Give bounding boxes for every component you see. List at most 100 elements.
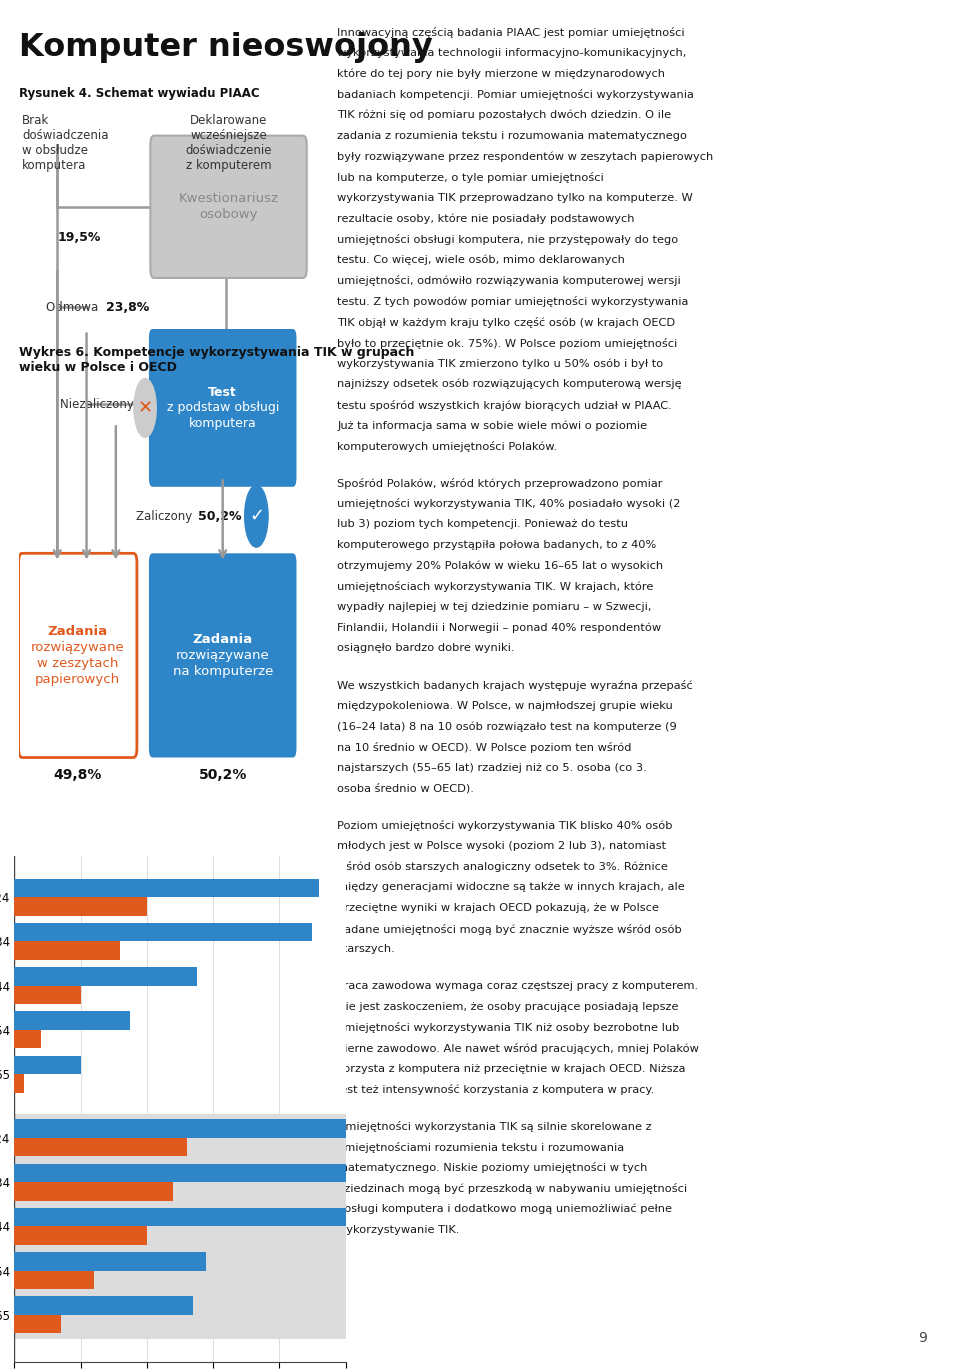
Text: było to przeciętnie ok. 75%). W Polsce poziom umiejętności: było to przeciętnie ok. 75%). W Polsce p… — [337, 338, 678, 349]
Text: z podstaw obsługi: z podstaw obsługi — [166, 401, 279, 415]
Text: zadania z rozumienia tekstu i rozumowania matematycznego: zadania z rozumienia tekstu i rozumowani… — [337, 130, 687, 141]
Bar — [14, 897, 147, 916]
Text: badane umiejętności mogą być znacznie wyższe wśród osób: badane umiejętności mogą być znacznie wy… — [337, 924, 683, 935]
Bar — [14, 1075, 24, 1092]
Text: testu. Co więcej, wiele osób, mimo deklarowanych: testu. Co więcej, wiele osób, mimo dekla… — [337, 255, 625, 266]
Bar — [14, 942, 120, 960]
Text: najniższy odsetek osób rozwiązujących komputerową wersję: najniższy odsetek osób rozwiązujących ko… — [337, 379, 682, 389]
Text: Zadania: Zadania — [193, 632, 252, 646]
Text: TIK różni się od pomiaru pozostałych dwóch dziedzin. O ile: TIK różni się od pomiaru pozostałych dwó… — [337, 110, 671, 120]
Text: badaniach kompetencji. Pomiar umiejętności wykorzystywania: badaniach kompetencji. Pomiar umiejętnoś… — [337, 89, 694, 100]
Text: starszych.: starszych. — [337, 945, 396, 954]
Text: komputera: komputera — [189, 416, 256, 430]
Text: Poziom umiejętności wykorzystywania TIK blisko 40% osób: Poziom umiejętności wykorzystywania TIK … — [337, 820, 673, 831]
Text: Praca zawodowa wymaga coraz częstszej pracy z komputerem.: Praca zawodowa wymaga coraz częstszej pr… — [337, 982, 699, 991]
Text: wykorzystywanie TIK.: wykorzystywanie TIK. — [337, 1224, 460, 1235]
Text: Odmowa: Odmowa — [45, 301, 102, 314]
Text: Finlandii, Holandii i Norwegii – ponad 40% respondentów: Finlandii, Holandii i Norwegii – ponad 4… — [337, 623, 661, 632]
Text: Zaliczony: Zaliczony — [136, 509, 196, 523]
Text: dziedzinach mogą być przeszkodą w nabywaniu umiejętności: dziedzinach mogą być przeszkodą w nabywa… — [337, 1183, 687, 1194]
Bar — [14, 1270, 94, 1290]
Bar — [14, 1120, 346, 1138]
Text: umiejętności wykorzystywania TIK niż osoby bezrobotne lub: umiejętności wykorzystywania TIK niż oso… — [337, 1023, 680, 1034]
Text: wykorzystywania TIK zmierzono tylko u 50% osób i był to: wykorzystywania TIK zmierzono tylko u 50… — [337, 359, 663, 368]
Bar — [14, 1113, 346, 1339]
Text: obsługi komputera i dodatkowo mogą uniemożliwiać pełne: obsługi komputera i dodatkowo mogą uniem… — [337, 1203, 672, 1214]
Text: Test: Test — [208, 386, 237, 400]
Text: między generacjami widoczne są także w innych krajach, ale: między generacjami widoczne są także w i… — [337, 882, 685, 893]
Text: (16–24 lata) 8 na 10 osób rozwiązało test na komputerze (9: (16–24 lata) 8 na 10 osób rozwiązało tes… — [337, 721, 677, 732]
Text: 6,5%: 6,5% — [136, 397, 171, 411]
Text: Nie jest zaskoczeniem, że osoby pracujące posiadają lepsze: Nie jest zaskoczeniem, że osoby pracując… — [337, 1002, 679, 1012]
Text: Umiejętności wykorzystania TIK są silnie skorelowane z: Umiejętności wykorzystania TIK są silnie… — [337, 1121, 652, 1132]
Text: testu. Z tych powodów pomiar umiejętności wykorzystywania: testu. Z tych powodów pomiar umiejętnośc… — [337, 296, 688, 307]
Text: Wykres 6. Kompetencje wykorzystywania TIK w grupach
wieku w Polsce i OECD: Wykres 6. Kompetencje wykorzystywania TI… — [19, 346, 415, 374]
Text: komputerowych umiejętności Polaków.: komputerowych umiejętności Polaków. — [337, 441, 558, 452]
Text: rozwiązywane: rozwiązywane — [176, 649, 270, 661]
Bar — [14, 1314, 60, 1333]
Text: umiejętności wykorzystywania TIK, 40% posiadało wysoki (2: umiejętności wykorzystywania TIK, 40% po… — [337, 498, 681, 509]
Text: 49,8%: 49,8% — [54, 768, 102, 782]
Circle shape — [245, 485, 268, 548]
Text: międzypokoleniowa. W Polsce, w najmłodszej grupie wieku: międzypokoleniowa. W Polsce, w najmłodsz… — [337, 701, 673, 711]
Text: ✕: ✕ — [137, 398, 153, 418]
Text: przeciętne wyniki w krajach OECD pokazują, że w Polsce: przeciętne wyniki w krajach OECD pokazuj… — [337, 902, 660, 913]
FancyBboxPatch shape — [149, 553, 297, 757]
Text: na komputerze: na komputerze — [173, 665, 273, 678]
Text: osoba średnio w OECD).: osoba średnio w OECD). — [337, 783, 474, 794]
Text: wypadły najlepiej w tej dziedzinie pomiaru – w Szwecji,: wypadły najlepiej w tej dziedzinie pomia… — [337, 602, 652, 612]
Text: korzysta z komputera niż przeciętnie w krajach OECD. Niższa: korzysta z komputera niż przeciętnie w k… — [337, 1064, 685, 1073]
Text: 50,2%: 50,2% — [198, 509, 241, 523]
Text: Zadania: Zadania — [48, 624, 108, 638]
Text: były rozwiązywane przez respondentów w zeszytach papierowych: były rozwiązywane przez respondentów w z… — [337, 152, 713, 162]
Bar — [14, 1296, 193, 1314]
FancyBboxPatch shape — [18, 553, 137, 757]
Text: komputerowego przystąpiła połowa badanych, to z 40%: komputerowego przystąpiła połowa badanyc… — [337, 539, 657, 550]
Text: osobowy: osobowy — [200, 208, 258, 222]
Text: umiejętnościami rozumienia tekstu i rozumowania: umiejętnościami rozumienia tekstu i rozu… — [337, 1142, 624, 1153]
Text: jest też intensywność korzystania z komputera w pracy.: jest też intensywność korzystania z komp… — [337, 1084, 655, 1095]
Text: w zeszytach: w zeszytach — [37, 657, 118, 669]
Text: które do tej pory nie były mierzone w międzynarodowych: które do tej pory nie były mierzone w mi… — [337, 68, 665, 79]
Bar — [14, 1012, 131, 1029]
Text: 50,2%: 50,2% — [199, 768, 247, 782]
Text: testu spośród wszystkich krajów biorących udział w PIAAC.: testu spośród wszystkich krajów biorącyc… — [337, 400, 672, 411]
Text: matematycznego. Niskie poziomy umiejętności w tych: matematycznego. Niskie poziomy umiejętno… — [337, 1162, 648, 1173]
Text: 19,5%: 19,5% — [58, 231, 101, 244]
Text: Komputer nieoswojony: Komputer nieoswojony — [19, 33, 433, 63]
Text: TIK objął w każdym kraju tylko część osób (w krajach OECD: TIK objął w każdym kraju tylko część osó… — [337, 316, 676, 327]
Text: umiejętnościach wykorzystywania TIK. W krajach, które: umiejętnościach wykorzystywania TIK. W k… — [337, 580, 654, 593]
Text: wykorzystywania technologii informacyjno-komunikacyjnych,: wykorzystywania technologii informacyjno… — [337, 48, 686, 57]
Bar — [14, 1138, 186, 1157]
Text: We wszystkich badanych krajach występuje wyraźna przepaść: We wszystkich badanych krajach występuje… — [337, 680, 693, 691]
Text: rezultacie osoby, które nie posiadały podstawowych: rezultacie osoby, które nie posiadały po… — [337, 214, 635, 225]
Text: najstarszych (55–65 lat) rzadziej niż co 5. osoba (co 3.: najstarszych (55–65 lat) rzadziej niż co… — [337, 763, 647, 772]
Bar — [14, 1029, 41, 1049]
FancyBboxPatch shape — [149, 329, 297, 487]
Text: Brak
doświadczenia
w obsłudze
komputera: Brak doświadczenia w obsłudze komputera — [22, 114, 108, 172]
Text: osiągnęło bardzo dobre wyniki.: osiągnęło bardzo dobre wyniki. — [337, 643, 515, 653]
Text: Innowacyjną częścią badania PIAAC jest pomiar umiejętności: Innowacyjną częścią badania PIAAC jest p… — [337, 27, 685, 38]
Bar — [14, 1253, 206, 1270]
Text: bierne zawodowo. Ale nawet wśród pracujących, mniej Polaków: bierne zawodowo. Ale nawet wśród pracują… — [337, 1043, 699, 1054]
Text: Niezaliczony: Niezaliczony — [60, 397, 138, 411]
Bar — [14, 1181, 174, 1201]
Bar — [14, 879, 319, 897]
Bar — [14, 923, 313, 942]
Text: 23,8%: 23,8% — [106, 301, 149, 314]
Text: na 10 średnio w OECD). W Polsce poziom ten wśród: na 10 średnio w OECD). W Polsce poziom t… — [337, 742, 632, 753]
Text: Rysunek 4. Schemat wywiadu PIAAC: Rysunek 4. Schemat wywiadu PIAAC — [19, 86, 260, 100]
Bar — [14, 986, 81, 1003]
Text: lub 3) poziom tych kompetencji. Ponieważ do testu: lub 3) poziom tych kompetencji. Ponieważ… — [337, 519, 629, 528]
Bar — [14, 1055, 81, 1075]
Bar — [14, 1227, 147, 1244]
Bar — [14, 967, 197, 986]
Text: umiejętności, odmówiło rozwiązywania komputerowej wersji: umiejętności, odmówiło rozwiązywania kom… — [337, 275, 681, 286]
Text: papierowych: papierowych — [36, 674, 120, 686]
Text: wśród osób starszych analogiczny odsetek to 3%. Różnice: wśród osób starszych analogiczny odsetek… — [337, 861, 668, 872]
Text: Już ta informacja sama w sobie wiele mówi o poziomie: Już ta informacja sama w sobie wiele mów… — [337, 420, 647, 431]
Bar — [14, 1207, 346, 1227]
Text: rozwiązywane: rozwiązywane — [31, 641, 125, 654]
Text: lub na komputerze, o tyle pomiar umiejętności: lub na komputerze, o tyle pomiar umiejęt… — [337, 172, 604, 183]
Text: otrzymujemy 20% Polaków w wieku 16–65 lat o wysokich: otrzymujemy 20% Polaków w wieku 16–65 la… — [337, 560, 663, 571]
